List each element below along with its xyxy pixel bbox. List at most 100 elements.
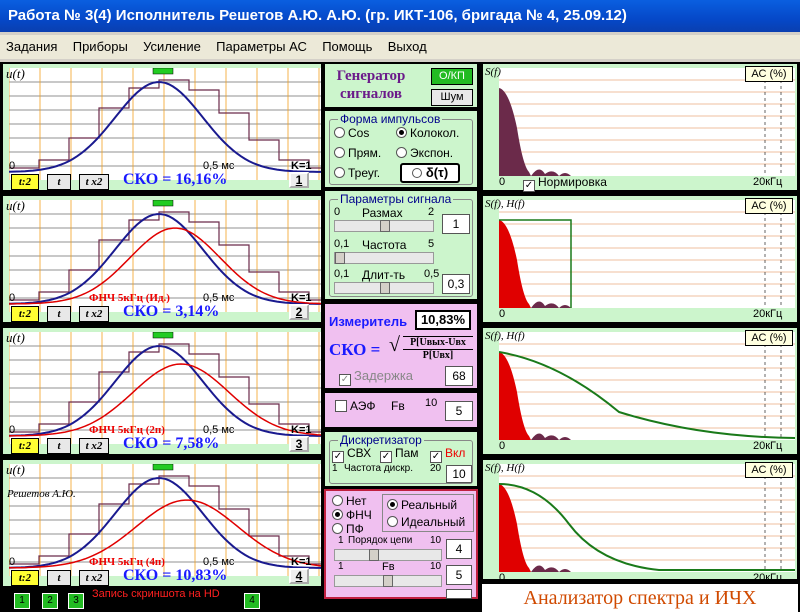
freq-slider[interactable] bbox=[334, 252, 434, 264]
spectrum-panel-1: S(f) АС (%) 0 20кГц ✓ Нормировка bbox=[482, 63, 798, 192]
oscilloscope-panel-1: u(t) 0 0,5 мс K=1 t:2 t t x2 СКО = 16,16… bbox=[2, 63, 322, 191]
vkl-checkbox[interactable]: ✓ Вкл bbox=[430, 446, 466, 463]
radio-cos[interactable]: Cos bbox=[334, 126, 369, 140]
time-x2-button[interactable]: t x2 bbox=[79, 438, 109, 454]
menu-devices[interactable]: Приборы bbox=[72, 39, 128, 54]
dur-min: 0,1 bbox=[334, 268, 350, 280]
time-x2-button[interactable]: t x2 bbox=[79, 174, 109, 190]
sqrt-icon: √ bbox=[389, 334, 400, 356]
amp-label: Размах bbox=[362, 206, 403, 220]
shot-button-3[interactable]: 3 bbox=[68, 593, 84, 609]
radio-exp[interactable]: Экспон. bbox=[396, 146, 453, 160]
fv-slider[interactable] bbox=[334, 575, 442, 587]
time-button[interactable]: t bbox=[47, 174, 71, 190]
freq-min: 0,1 bbox=[334, 238, 350, 250]
amp-max: 2 bbox=[428, 206, 435, 218]
radio-filter-bpf[interactable]: ПФ bbox=[332, 522, 364, 536]
aef-value[interactable]: 5 bbox=[445, 401, 473, 421]
radio-filter-none[interactable]: Нет bbox=[332, 494, 366, 508]
delay-value[interactable]: 68 bbox=[445, 366, 473, 386]
normalize-checkbox[interactable]: ✓ Нормировка bbox=[523, 175, 607, 192]
menu-bar: Задания Приборы Усиление Параметры АС По… bbox=[0, 35, 800, 59]
oscilloscope-plot bbox=[8, 67, 321, 180]
time-div2-button[interactable]: t:2 bbox=[11, 570, 39, 586]
menu-gain[interactable]: Усиление bbox=[143, 39, 201, 54]
radio-ideal[interactable]: Идеальный bbox=[387, 515, 465, 529]
spectrum-plot bbox=[498, 332, 796, 440]
x-mid: 0,5 мс bbox=[203, 556, 235, 568]
spectrum-x-origin: 0 bbox=[499, 440, 506, 452]
time-x2-button[interactable]: t x2 bbox=[79, 570, 109, 586]
ac-percent-button[interactable]: АС (%) bbox=[745, 66, 793, 82]
spectrum-panel-4: S(f), H(f) АС (%) 0 20кГц bbox=[482, 459, 798, 584]
radio-filter-lpf[interactable]: ФНЧ bbox=[332, 508, 372, 522]
meter-title: Измеритель bbox=[329, 314, 408, 329]
ok-kp-button[interactable]: О/КП bbox=[431, 68, 473, 85]
x-origin: 0 bbox=[9, 292, 16, 304]
aef-checkbox[interactable]: АЭФ bbox=[335, 399, 376, 413]
time-div2-button[interactable]: t:2 bbox=[11, 438, 39, 454]
ylabel-ut: u(t) bbox=[6, 66, 25, 81]
ac-percent-button[interactable]: АС (%) bbox=[745, 198, 793, 214]
generator-subtitle: сигналов bbox=[339, 86, 403, 102]
x-mid: 0,5 мс bbox=[203, 292, 235, 304]
aef-fv-label: Fв bbox=[391, 399, 405, 413]
shot-button-4[interactable]: 4 bbox=[244, 593, 260, 609]
sko-formula-label: СКО = bbox=[329, 340, 381, 359]
noise-button[interactable]: Шум bbox=[431, 89, 473, 106]
dur-value[interactable]: 0,3 bbox=[442, 274, 470, 294]
oscilloscope-plot bbox=[8, 331, 322, 444]
generator-panel: Генератор сигналов О/КП Шум bbox=[324, 63, 478, 108]
menu-exit[interactable]: Выход bbox=[387, 39, 427, 54]
fv-label: Fв bbox=[382, 561, 395, 573]
time-button[interactable]: t bbox=[47, 438, 71, 454]
shot-button-2[interactable]: 2 bbox=[42, 593, 58, 609]
meter-value: 10,83% bbox=[415, 310, 471, 330]
amp-value[interactable]: 1 bbox=[442, 214, 470, 234]
delay-checkbox[interactable]: ✓ Задержка bbox=[339, 368, 414, 386]
ylabel-ut: u(t) bbox=[6, 198, 25, 213]
x-mid: 0,5 мс bbox=[203, 424, 235, 436]
spectrum-x-max: 20кГц bbox=[753, 308, 783, 320]
oscilloscope-panel-2: u(t) 0 0,5 мс K=1 t:2 t t x2 СКО = 3,14%… bbox=[2, 195, 322, 323]
radio-bell[interactable]: Колокол. bbox=[396, 126, 459, 140]
order-label: Порядок цепи bbox=[348, 535, 413, 546]
aef-panel: АЭФ Fв 10 5 bbox=[324, 392, 478, 428]
time-x2-button[interactable]: t x2 bbox=[79, 306, 109, 322]
watermark-author: Решетов А.Ю. bbox=[7, 488, 76, 500]
panel-number-button[interactable]: 4 bbox=[289, 568, 309, 584]
ac-percent-button[interactable]: АС (%) bbox=[745, 330, 793, 346]
panel-number-button[interactable]: 3 bbox=[289, 436, 309, 452]
spectrum-panel-3: S(f), H(f) АС (%) 0 20кГц bbox=[482, 327, 798, 455]
shot-button-1[interactable]: 1 bbox=[14, 593, 30, 609]
disc-value[interactable]: 10 bbox=[446, 465, 472, 483]
panel-number-button[interactable]: 2 bbox=[289, 304, 309, 320]
sko-value: СКО = 10,83% bbox=[123, 567, 228, 584]
oscilloscope-panel-3: u(t) 0 0,5 мс K=1 t:2 t t x2 СКО = 7,58%… bbox=[2, 327, 322, 455]
ac-percent-button[interactable]: АС (%) bbox=[745, 462, 793, 478]
menu-ac-params[interactable]: Параметры АС bbox=[216, 39, 307, 54]
dur-slider[interactable] bbox=[334, 282, 434, 294]
menu-tasks[interactable]: Задания bbox=[6, 39, 58, 54]
radio-real[interactable]: Реальный bbox=[387, 498, 457, 512]
time-div2-button[interactable]: t:2 bbox=[11, 174, 39, 190]
order-slider[interactable] bbox=[334, 549, 442, 561]
time-button[interactable]: t bbox=[47, 570, 71, 586]
spectrum-x-origin: 0 bbox=[499, 176, 506, 188]
radio-tri[interactable]: Треуг. bbox=[334, 166, 380, 180]
time-button[interactable]: t bbox=[47, 306, 71, 322]
gain-label: K=1 bbox=[291, 292, 312, 304]
fv-value[interactable]: 5 bbox=[446, 565, 472, 585]
oscilloscope-plot bbox=[8, 199, 322, 312]
delta-button[interactable]: δ(τ) bbox=[400, 163, 460, 183]
radio-rect[interactable]: Прям. bbox=[334, 146, 381, 160]
order-value[interactable]: 4 bbox=[446, 539, 472, 559]
extra-field[interactable] bbox=[446, 589, 472, 599]
panel-number-button[interactable]: 1 bbox=[289, 172, 309, 188]
pam-checkbox[interactable]: ✓ Пам bbox=[380, 446, 419, 463]
menu-help[interactable]: Помощь bbox=[322, 39, 373, 54]
filter-label: ФНЧ 5кГц (4п) bbox=[89, 556, 165, 568]
time-div2-button[interactable]: t:2 bbox=[11, 306, 39, 322]
svh-checkbox[interactable]: ✓ СВХ bbox=[332, 446, 372, 463]
amp-slider[interactable] bbox=[334, 220, 434, 232]
